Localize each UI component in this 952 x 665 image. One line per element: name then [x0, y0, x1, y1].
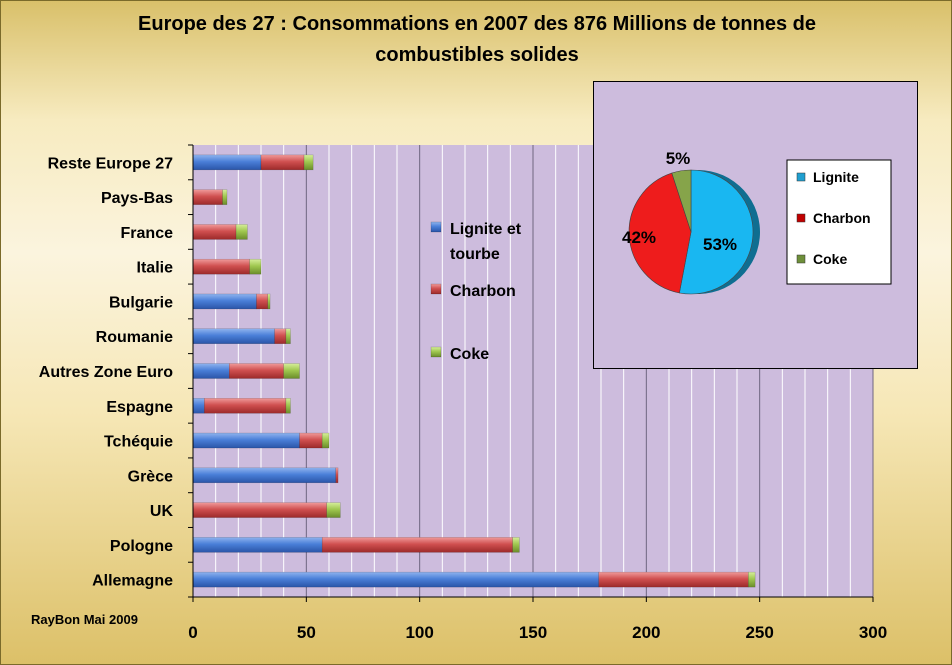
pie-value-label: 53%: [703, 235, 737, 254]
category-label: Pologne: [110, 538, 173, 555]
bar-uk-charbon: [192, 502, 327, 518]
bar-reste-europe-27-coke: [303, 154, 314, 171]
bar-bulgarie-lignite-et-tourbe: [192, 293, 257, 310]
category-label: Tchéquie: [104, 434, 173, 451]
bar-france-charbon: [192, 224, 237, 240]
category-label: Grèce: [128, 468, 173, 485]
x-tick-label: 100: [405, 623, 433, 642]
chart-title-line-1: Europe des 27 : Consommations en 2007 de…: [138, 13, 816, 35]
axes: 0 50 100 150 200 250 300: [188, 144, 887, 642]
bar-pologne-lignite-et-tourbe: [192, 537, 323, 553]
category-label: UK: [150, 503, 174, 520]
x-tick-label: 300: [859, 623, 887, 642]
category-label: Autres Zone Euro: [39, 364, 173, 381]
bar-autres-zone-euro-charbon: [229, 363, 284, 379]
pie-legend-swatch-charbon: [796, 213, 806, 223]
category-label: Roumanie: [96, 329, 173, 346]
legend-label-lignite-et-tourbe: Lignite et: [450, 221, 522, 238]
bar-espagne-coke: [285, 398, 291, 414]
bar-autres-zone-euro-coke: [283, 363, 300, 379]
bar-grece-lignite-et-tourbe: [192, 467, 337, 484]
bar-italie-coke: [249, 258, 262, 275]
bar-pays-bas-coke: [222, 189, 228, 205]
legend-swatch-charbon: [430, 283, 442, 295]
category-label: Italie: [137, 260, 174, 277]
bar-autres-zone-euro-lignite-et-tourbe: [192, 363, 230, 379]
bar-reste-europe-27-lignite-et-tourbe: [192, 154, 262, 171]
bar-allemagne-charbon: [598, 571, 749, 588]
pie-slice-lignite: [679, 169, 754, 295]
chart-title-line-2: combustibles solides: [375, 44, 579, 66]
bar-espagne-lignite-et-tourbe: [192, 398, 205, 414]
bar-legend: Lignite et tourbe Charbon Coke: [430, 221, 522, 363]
legend-label-charbon: Charbon: [450, 283, 516, 300]
pie-legend-label-lignite: Lignite: [813, 169, 859, 185]
x-tick-label: 0: [188, 623, 197, 642]
bar-pays-bas-charbon: [192, 189, 223, 205]
bar-tchequie-coke: [321, 432, 330, 449]
bar-france-coke: [235, 224, 248, 240]
pie-chart-panel: 53% 42% 5% Lignite Charbon Coke: [593, 81, 918, 369]
pie-legend-swatch-lignite: [796, 172, 806, 182]
pie-value-label: 42%: [622, 228, 656, 247]
bar-roumanie-lignite-et-tourbe: [192, 328, 275, 344]
bar-allemagne-coke: [748, 571, 756, 588]
bar-allemagne-lignite-et-tourbe: [192, 571, 599, 588]
x-tick-label: 250: [745, 623, 773, 642]
legend-label-lignite-et-tourbe: tourbe: [450, 246, 500, 263]
bar-reste-europe-27-charbon: [260, 154, 305, 171]
pie-slices: 53% 42% 5%: [622, 149, 760, 295]
category-label: Pays-Bas: [101, 190, 173, 207]
x-tick-label: 50: [297, 623, 316, 642]
pie-slice-charbon: [628, 172, 692, 294]
bar-series: Reste Europe 27 Pays-Bas France Italie Bulga…: [39, 154, 756, 590]
pie-value-label: 5%: [666, 149, 691, 168]
bar-tchequie-lignite-et-tourbe: [192, 432, 300, 449]
category-label: Reste Europe 27: [48, 155, 173, 172]
bar-tchequie-charbon: [299, 432, 323, 449]
bar-espagne-charbon: [204, 398, 287, 414]
bar-bulgarie-coke: [267, 293, 271, 310]
x-tick-label: 150: [519, 623, 547, 642]
bar-roumanie-coke: [285, 328, 291, 344]
bar-pologne-charbon: [321, 537, 513, 553]
pie-slice-coke: [671, 169, 692, 233]
category-label: France: [121, 225, 174, 242]
pie-chart: 53% 42% 5% Lignite Charbon Coke: [622, 149, 892, 295]
bar-uk-coke: [326, 502, 341, 518]
pie-legend: Lignite Charbon Coke: [786, 159, 892, 285]
bar-pologne-coke: [512, 537, 520, 553]
credit-text: RayBon Mai 2009: [31, 612, 138, 627]
category-label: Espagne: [106, 399, 173, 416]
bar-grece-charbon: [335, 467, 339, 484]
bar-bulgarie-charbon: [256, 293, 269, 310]
x-tick-label: 200: [632, 623, 660, 642]
bar-italie-charbon: [192, 258, 250, 275]
pie-legend-swatch-coke: [796, 254, 806, 264]
bar-roumanie-charbon: [274, 328, 287, 344]
legend-swatch-coke: [430, 346, 442, 358]
pie-legend-label-coke: Coke: [813, 251, 847, 267]
category-label: Bulgarie: [109, 294, 173, 311]
legend-swatch-lignite-et-tourbe: [430, 221, 442, 233]
legend-label-coke: Coke: [450, 346, 489, 363]
pie-legend-label-charbon: Charbon: [813, 210, 871, 226]
category-label: Allemagne: [92, 573, 173, 590]
